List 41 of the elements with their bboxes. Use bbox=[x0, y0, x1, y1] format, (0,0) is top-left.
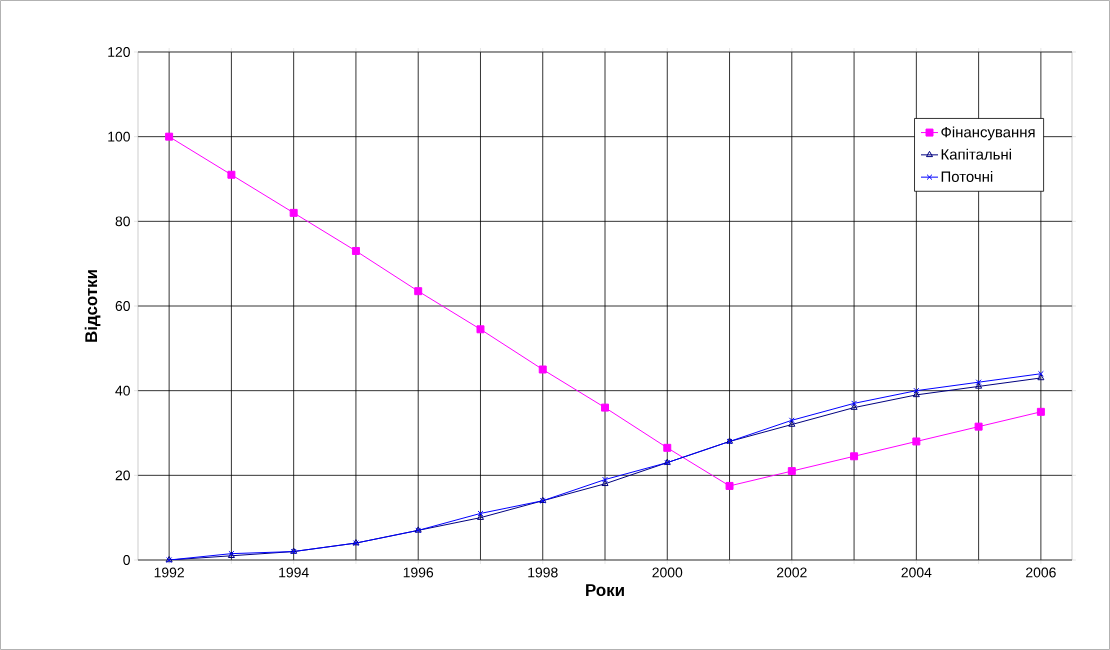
point bbox=[602, 476, 608, 483]
point bbox=[1037, 370, 1044, 377]
point bbox=[165, 132, 174, 141]
x-tick-label: 2006 bbox=[1026, 567, 1056, 578]
y-tick-label: 100 bbox=[108, 131, 130, 142]
point bbox=[601, 479, 609, 487]
point bbox=[725, 481, 734, 490]
point bbox=[538, 365, 547, 374]
x-tick-label: 1992 bbox=[154, 567, 184, 578]
x-tick-label: 2000 bbox=[652, 567, 683, 578]
x-tick-label: 1996 bbox=[403, 567, 434, 578]
point bbox=[476, 325, 485, 334]
legend-label: Поточні bbox=[941, 170, 993, 182]
x-tick-label: 2004 bbox=[901, 567, 932, 578]
point bbox=[974, 422, 983, 431]
point bbox=[912, 437, 921, 446]
point bbox=[289, 208, 298, 217]
point bbox=[351, 246, 360, 255]
point bbox=[1037, 373, 1045, 381]
point bbox=[601, 403, 609, 412]
point bbox=[227, 170, 236, 179]
x-tick-label: 1998 bbox=[528, 567, 558, 578]
point bbox=[787, 467, 796, 476]
point bbox=[414, 287, 423, 296]
x-tick-label: 1994 bbox=[279, 567, 309, 578]
point bbox=[1036, 407, 1045, 416]
y-axis-title: Відсотки bbox=[84, 270, 101, 342]
point bbox=[850, 452, 859, 461]
y-tick-label: 120 bbox=[108, 47, 130, 57]
y-tick-label: 60 bbox=[115, 301, 130, 311]
y-tick-label: 80 bbox=[115, 216, 130, 227]
x-axis-title: Роки bbox=[586, 584, 624, 597]
y-tick-label: 20 bbox=[115, 470, 130, 481]
point bbox=[913, 387, 920, 394]
point bbox=[912, 390, 920, 398]
legend-label: Капітальні bbox=[941, 148, 1011, 160]
point bbox=[663, 443, 672, 452]
x-tick-label: 2002 bbox=[777, 567, 807, 578]
y-tick-label: 0 bbox=[123, 555, 130, 565]
legend-label: Фінансування bbox=[941, 126, 1035, 141]
y-tick-label: 40 bbox=[115, 385, 130, 396]
